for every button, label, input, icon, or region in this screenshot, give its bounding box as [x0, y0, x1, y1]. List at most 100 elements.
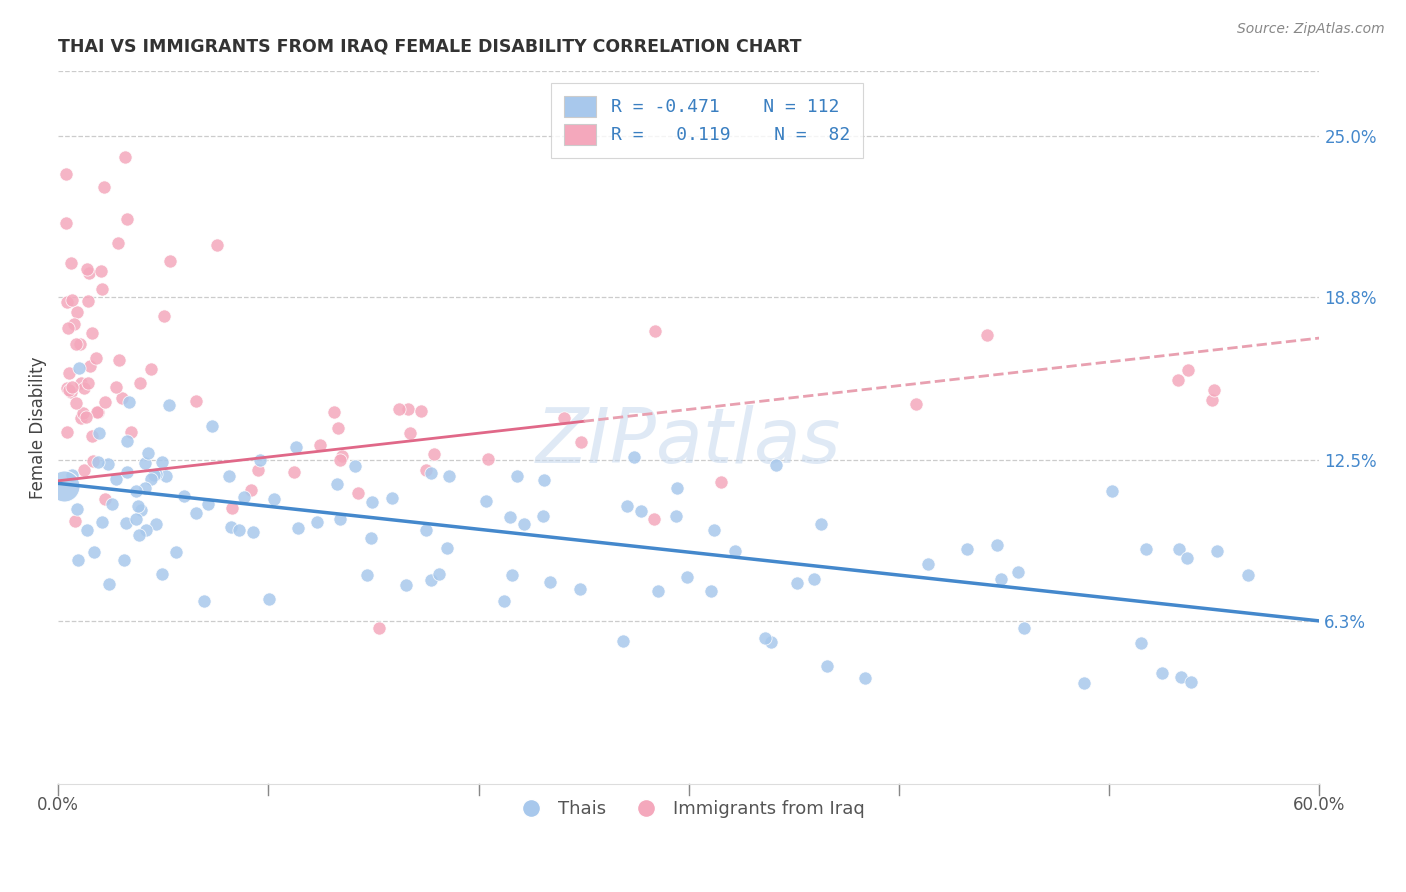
Point: [60, 379, 83, 393]
Point: [205, 238, 228, 252]
Point: [986, 538, 1008, 552]
Point: [115, 465, 138, 479]
Point: [305, 515, 328, 529]
Point: [388, 401, 411, 416]
Point: [344, 458, 367, 473]
Point: [322, 405, 344, 419]
Point: [76, 524, 98, 538]
Point: [415, 524, 437, 538]
Point: [53, 479, 76, 493]
Point: [77, 376, 100, 390]
Point: [477, 452, 499, 467]
Point: [159, 254, 181, 268]
Point: [104, 380, 127, 394]
Point: [249, 453, 271, 467]
Point: [131, 503, 153, 517]
Point: [75, 409, 97, 424]
Point: [647, 584, 669, 599]
Text: THAI VS IMMIGRANTS FROM IRAQ FEMALE DISABILITY CORRELATION CHART: THAI VS IMMIGRANTS FROM IRAQ FEMALE DISA…: [58, 37, 801, 55]
Point: [90, 264, 112, 278]
Point: [475, 494, 498, 508]
Point: [118, 395, 141, 409]
Point: [111, 391, 134, 405]
Point: [77, 293, 100, 308]
Point: [165, 545, 187, 559]
Point: [107, 353, 129, 368]
Point: [80, 326, 103, 340]
Point: [67, 361, 90, 376]
Point: [724, 544, 747, 558]
Point: [810, 517, 832, 532]
Point: [955, 542, 977, 557]
Point: [326, 476, 349, 491]
Point: [330, 449, 353, 463]
Point: [1175, 550, 1198, 565]
Point: [246, 463, 269, 477]
Point: [112, 553, 135, 567]
Point: [70, 376, 93, 390]
Point: [77, 266, 100, 280]
Point: [1167, 373, 1189, 387]
Point: [616, 499, 638, 513]
Point: [83, 545, 105, 559]
Point: [87, 425, 110, 440]
Point: [82, 454, 104, 468]
Point: [346, 485, 368, 500]
Point: [815, 659, 838, 673]
Point: [87, 405, 110, 419]
Point: [73, 381, 96, 395]
Point: [93, 180, 115, 194]
Point: [65, 396, 87, 410]
Point: [76, 262, 98, 277]
Point: [201, 419, 224, 434]
Point: [1237, 568, 1260, 582]
Point: [232, 490, 254, 504]
Point: [263, 491, 285, 506]
Point: [990, 572, 1012, 586]
Point: [666, 481, 689, 495]
Point: [63, 514, 86, 528]
Point: [107, 236, 129, 251]
Point: [197, 497, 219, 511]
Point: [1170, 670, 1192, 684]
Point: [917, 557, 939, 571]
Point: [98, 577, 121, 591]
Point: [139, 472, 162, 486]
Point: [84, 351, 107, 366]
Point: [415, 463, 437, 477]
Point: [67, 553, 90, 567]
Point: [117, 434, 139, 448]
Point: [128, 528, 150, 542]
Point: [125, 512, 148, 526]
Point: [437, 469, 460, 483]
Point: [105, 472, 128, 486]
Point: [79, 359, 101, 374]
Point: [1012, 621, 1035, 635]
Point: [644, 324, 666, 338]
Point: [65, 337, 87, 351]
Point: [703, 523, 725, 537]
Point: [1204, 383, 1226, 397]
Point: [155, 468, 177, 483]
Point: [1180, 674, 1202, 689]
Point: [283, 466, 305, 480]
Point: [94, 394, 117, 409]
Point: [533, 473, 555, 487]
Y-axis label: Female Disability: Female Disability: [30, 356, 46, 499]
Point: [904, 397, 927, 411]
Point: [665, 509, 688, 524]
Point: [240, 483, 263, 497]
Point: [242, 524, 264, 539]
Point: [114, 150, 136, 164]
Point: [152, 309, 174, 323]
Point: [853, 671, 876, 685]
Point: [676, 570, 699, 584]
Point: [328, 421, 350, 435]
Point: [803, 572, 825, 586]
Point: [409, 404, 432, 418]
Point: [94, 492, 117, 507]
Point: [1168, 542, 1191, 557]
Point: [219, 519, 242, 533]
Point: [60, 468, 83, 483]
Point: [329, 453, 352, 467]
